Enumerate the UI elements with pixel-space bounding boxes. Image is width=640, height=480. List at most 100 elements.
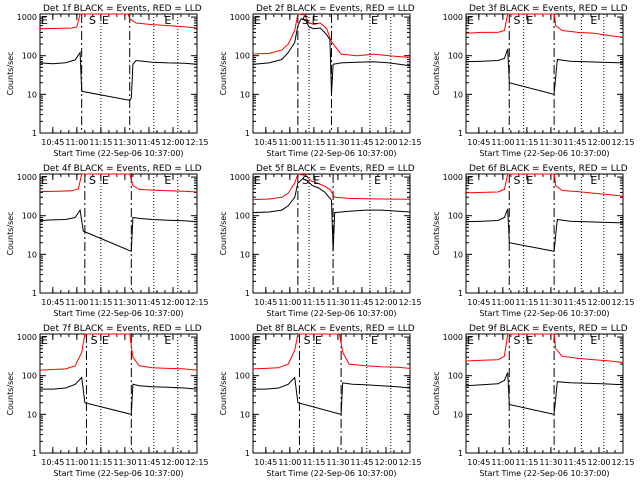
y-tick-label: 10 [27,250,37,259]
detector-panel-8: Det 8f BLACK = Events, RED = LLD 1 10 100 10… [219,324,422,478]
x-tick-label: 11:30 [113,138,136,147]
lld-series-line [252,13,411,58]
x-tick-label: 12:00 [587,298,610,307]
x-tick-label: 11:45 [350,138,373,147]
x-axis-label: Start Time (22-Sep-06 10:37:00) [53,149,183,158]
events-series-line [253,376,411,416]
y-tick-label: 1 [245,449,250,458]
x-tick-label: 11:00 [65,138,88,147]
x-tick-label: 11:45 [563,458,586,467]
x-tick-label: 11:15 [515,138,538,147]
lld-series-line [39,333,198,371]
panel-title: Det 8f BLACK = Events, RED = LLD [256,324,415,334]
x-tick-label: 11:00 [491,298,514,307]
panel-title: Det 1f BLACK = Events, RED = LLD [43,4,202,14]
y-tick-label: 1000 [17,173,37,182]
interval-marker: E [590,14,597,27]
interval-marker: E [254,334,261,347]
x-axis-label: Start Time (22-Sep-06 10:37:00) [479,309,609,318]
x-tick-label: 11:00 [278,298,301,307]
interval-marker: S [513,14,520,27]
interval-marker: E [41,14,48,27]
y-tick-label: 10 [453,410,463,419]
y-tick-label: 100 [448,212,463,221]
y-axis-label: Counts/sec [6,211,15,255]
detector-panel-4: Det 4f BLACK = Events, RED = LLD 1 10 100 10… [6,164,209,318]
events-series-line [252,18,411,95]
plot-frame [39,173,198,294]
x-axis-label: Start Time (22-Sep-06 10:37:00) [479,149,609,158]
detector-panel-1: Det 1f BLACK = Events, RED = LLD 1 10 100 10… [6,4,209,158]
x-tick-label: 11:30 [113,298,136,307]
y-axis-label: Counts/sec [6,51,15,95]
x-tick-label: 12:00 [587,138,610,147]
y-tick-label: 1000 [230,333,250,342]
interval-marker: S [513,174,520,187]
x-tick-label: 11:15 [89,138,112,147]
y-tick-label: 1 [32,289,37,298]
x-tick-label: 11:15 [515,458,538,467]
x-tick-label: 12:00 [374,458,397,467]
y-tick-label: 100 [448,52,463,61]
y-axis-label: Counts/sec [432,211,441,255]
interval-marker: E [526,174,533,187]
plot-frame [465,333,624,454]
interval-marker: E [590,174,597,187]
x-tick-label: 12:15 [185,458,208,467]
interval-marker: E [315,334,322,347]
interval-marker: S [304,334,311,347]
y-axis-label: Counts/sec [432,51,441,95]
y-tick-label: 10 [240,410,250,419]
x-axis-label: Start Time (22-Sep-06 10:37:00) [53,469,183,478]
x-tick-label: 11:45 [563,298,586,307]
interval-marker: S [302,174,309,187]
panel-title: Det 2f BLACK = Events, RED = LLD [256,4,415,14]
x-tick-label: 12:15 [611,138,634,147]
plot-frame [465,13,624,134]
panel-title: Det 9f BLACK = Events, RED = LLD [469,324,628,334]
interval-marker: E [371,334,378,347]
x-axis-label: Start Time (22-Sep-06 10:37:00) [479,469,609,478]
y-tick-label: 1 [458,449,463,458]
y-tick-label: 100 [235,212,250,221]
x-tick-label: 11:45 [563,138,586,147]
y-tick-label: 1000 [443,173,463,182]
x-tick-label: 12:15 [398,138,421,147]
x-tick-label: 11:45 [350,298,373,307]
x-tick-label: 11:30 [539,298,562,307]
x-tick-label: 11:00 [65,458,88,467]
interval-marker: S [89,14,96,27]
lld-series-line [252,173,411,201]
lld-series-line [465,333,624,363]
y-tick-label: 1000 [230,13,250,22]
interval-marker: E [371,14,378,27]
interval-marker: E [467,334,474,347]
plot-frame [252,333,411,454]
x-tick-label: 10:45 [41,298,64,307]
detector-panel-6: Det 6f BLACK = Events, RED = LLD 1 10 100 10… [432,164,635,318]
x-tick-label: 10:45 [467,458,490,467]
interval-marker: E [164,174,171,187]
y-tick-label: 1 [458,289,463,298]
x-tick-label: 12:00 [161,458,184,467]
x-axis-label: Start Time (22-Sep-06 10:37:00) [53,309,183,318]
x-tick-label: 11:45 [137,458,160,467]
x-tick-label: 11:45 [137,298,160,307]
lld-series-line [465,13,624,38]
events-series-line [465,208,624,252]
x-tick-label: 12:00 [374,298,397,307]
events-series-line [465,48,624,96]
x-tick-label: 12:15 [185,298,208,307]
interval-marker: E [164,334,171,347]
interval-marker: S [302,14,309,27]
x-tick-label: 11:00 [65,298,88,307]
y-tick-label: 1000 [443,13,463,22]
y-tick-label: 10 [453,250,463,259]
y-tick-label: 1000 [443,333,463,342]
events-series-line [39,51,198,101]
x-tick-label: 12:00 [161,298,184,307]
interval-marker: E [102,14,109,27]
x-axis-label: Start Time (22-Sep-06 10:37:00) [266,309,396,318]
events-series-line [252,178,411,252]
